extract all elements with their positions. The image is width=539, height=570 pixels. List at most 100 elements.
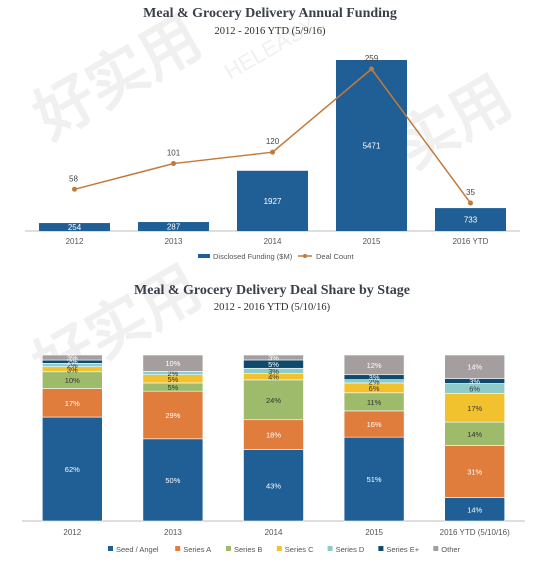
chart1-line-label: 35 bbox=[466, 188, 475, 197]
chart2-segment-label: 3% bbox=[469, 377, 480, 386]
chart1-bar bbox=[237, 170, 308, 231]
chart2-subtitle: 2012 - 2016 YTD (5/10/16) bbox=[214, 302, 331, 313]
chart2-title: Meal & Grocery Delivery Deal Share by St… bbox=[134, 283, 410, 298]
chart2-segment-label: 3% bbox=[369, 373, 380, 382]
chart1-bar bbox=[138, 222, 209, 231]
chart1-x-tick: 2012 bbox=[66, 237, 84, 246]
chart2-segment-label: 62% bbox=[65, 465, 80, 474]
chart2-segment-label: 24% bbox=[266, 396, 281, 405]
chart2-segment-label: 3% bbox=[268, 353, 279, 362]
chart2-legend-label: Series C bbox=[285, 545, 314, 554]
chart1-line-point bbox=[468, 200, 473, 206]
chart1-subtitle: 2012 - 2016 YTD (5/9/16) bbox=[214, 26, 326, 37]
chart2-x-tick: 2014 bbox=[265, 528, 283, 537]
chart2-legend-label: Series D bbox=[336, 545, 365, 554]
chart1-line-point bbox=[369, 66, 374, 72]
chart1-bar-label: 254 bbox=[68, 223, 82, 232]
watermark-text-1: 好实用 bbox=[22, 3, 212, 152]
chart2-segment bbox=[343, 410, 405, 438]
chart2-legend-label: Other bbox=[441, 545, 460, 554]
chart1-legend-marker bbox=[303, 254, 307, 258]
chart2-segment-label: 18% bbox=[266, 431, 281, 440]
chart2: 62%17%10%3%2%2%3%201250%29%5%5%2%10%2013… bbox=[22, 353, 525, 554]
chart1-bar-label: 733 bbox=[464, 216, 478, 225]
chart2-segment-label: 17% bbox=[467, 404, 482, 413]
chart2-segment-label: 16% bbox=[367, 420, 382, 429]
chart2-segment-label: 3% bbox=[67, 365, 78, 374]
chart2-segment-label: 2% bbox=[167, 369, 178, 378]
chart2-segment bbox=[142, 390, 204, 440]
chart2-segment bbox=[41, 388, 103, 418]
chart2-segment bbox=[41, 354, 103, 361]
chart2-segment bbox=[142, 354, 204, 372]
chart1-bar bbox=[39, 223, 110, 231]
chart2-legend-swatch bbox=[108, 546, 113, 551]
chart2-legend-label: Series A bbox=[183, 545, 211, 554]
chart2-legend-label: Series B bbox=[234, 545, 262, 554]
chart2-segment-label: 12% bbox=[367, 361, 382, 370]
chart2-segment-label: 6% bbox=[469, 385, 480, 394]
chart2-segment-label: 10% bbox=[65, 376, 80, 385]
chart1-bar bbox=[435, 208, 506, 231]
chart2-legend-swatch bbox=[226, 546, 231, 551]
chart2-legend-label: Seed / Angel bbox=[116, 545, 159, 554]
watermark-subtext-1: HELEASY bbox=[220, 12, 321, 85]
chart1-line-point bbox=[72, 186, 77, 192]
chart1-x-tick: 2014 bbox=[264, 237, 282, 246]
chart1-title: Meal & Grocery Delivery Annual Funding bbox=[143, 6, 397, 21]
chart1-x-tick: 2015 bbox=[363, 237, 381, 246]
chart2-segment-label: 14% bbox=[467, 430, 482, 439]
chart2-segment-label: 2% bbox=[369, 377, 380, 386]
chart2-segment-label: 14% bbox=[467, 505, 482, 514]
chart2-x-tick: 2016 YTD (5/10/16) bbox=[440, 528, 510, 537]
chart1-bar-label: 5471 bbox=[363, 142, 381, 151]
chart2-segment bbox=[243, 419, 304, 450]
chart2-x-tick: 2015 bbox=[365, 528, 383, 537]
chart1-line-label: 101 bbox=[167, 149, 181, 158]
chart2-segment bbox=[243, 449, 304, 522]
chart1-bar-label: 1927 bbox=[264, 197, 282, 206]
chart2-legend-swatch bbox=[175, 546, 181, 551]
chart1-bar-label: 287 bbox=[167, 223, 181, 232]
chart2-segment bbox=[343, 436, 405, 522]
chart2-x-tick: 2012 bbox=[63, 528, 81, 537]
chart2-segment-label: 5% bbox=[167, 375, 178, 384]
chart1-legend-label: Disclosed Funding ($M) bbox=[213, 252, 293, 261]
chart2-segment bbox=[243, 354, 304, 361]
chart1-line-point bbox=[270, 149, 275, 155]
chart2-segment-label: 31% bbox=[467, 468, 482, 477]
chart2-segment bbox=[444, 354, 506, 379]
chart2-segment bbox=[142, 438, 204, 522]
chart2-segment-label: 17% bbox=[65, 399, 80, 408]
chart2-segment-label: 2% bbox=[67, 358, 78, 367]
chart2-x-tick: 2013 bbox=[164, 528, 182, 537]
chart1-legend-label: Deal Count bbox=[316, 252, 354, 261]
chart2-segment-label: 11% bbox=[367, 398, 382, 407]
chart2-segment-label: 6% bbox=[369, 384, 380, 393]
chart2-segment bbox=[41, 416, 103, 522]
chart1-line-label: 120 bbox=[266, 137, 280, 146]
chart2-segment-label: 2% bbox=[67, 361, 78, 370]
chart1-line-point bbox=[171, 161, 176, 167]
chart2-segment-label: 10% bbox=[165, 359, 180, 368]
chart2-legend-swatch bbox=[327, 546, 333, 551]
chart2-segment bbox=[444, 445, 506, 498]
chart1: 254 2012 287 2013 1927 2014 5471 2015 733 2016 YT… bbox=[25, 54, 520, 261]
chart2-segment-label: 43% bbox=[266, 481, 281, 490]
chart2-legend-swatch bbox=[276, 546, 282, 551]
chart1-line-label: 58 bbox=[69, 174, 78, 183]
chart2-legend-label: Series E+ bbox=[386, 545, 419, 554]
chart2-segment bbox=[343, 354, 405, 376]
chart1-line-label: 259 bbox=[365, 54, 379, 63]
chart2-segment-label: 3% bbox=[268, 367, 279, 376]
chart2-segment bbox=[243, 379, 304, 421]
chart2-segment-label: 29% bbox=[165, 411, 180, 420]
chart2-legend-swatch bbox=[433, 546, 439, 551]
chart2-segment-label: 5% bbox=[268, 360, 279, 369]
chart2-segment-label: 51% bbox=[367, 475, 382, 484]
chart2-legend-swatch bbox=[378, 546, 384, 551]
chart1-x-tick: 2016 YTD bbox=[453, 237, 489, 246]
chart2-segment-label: 5% bbox=[167, 383, 178, 392]
